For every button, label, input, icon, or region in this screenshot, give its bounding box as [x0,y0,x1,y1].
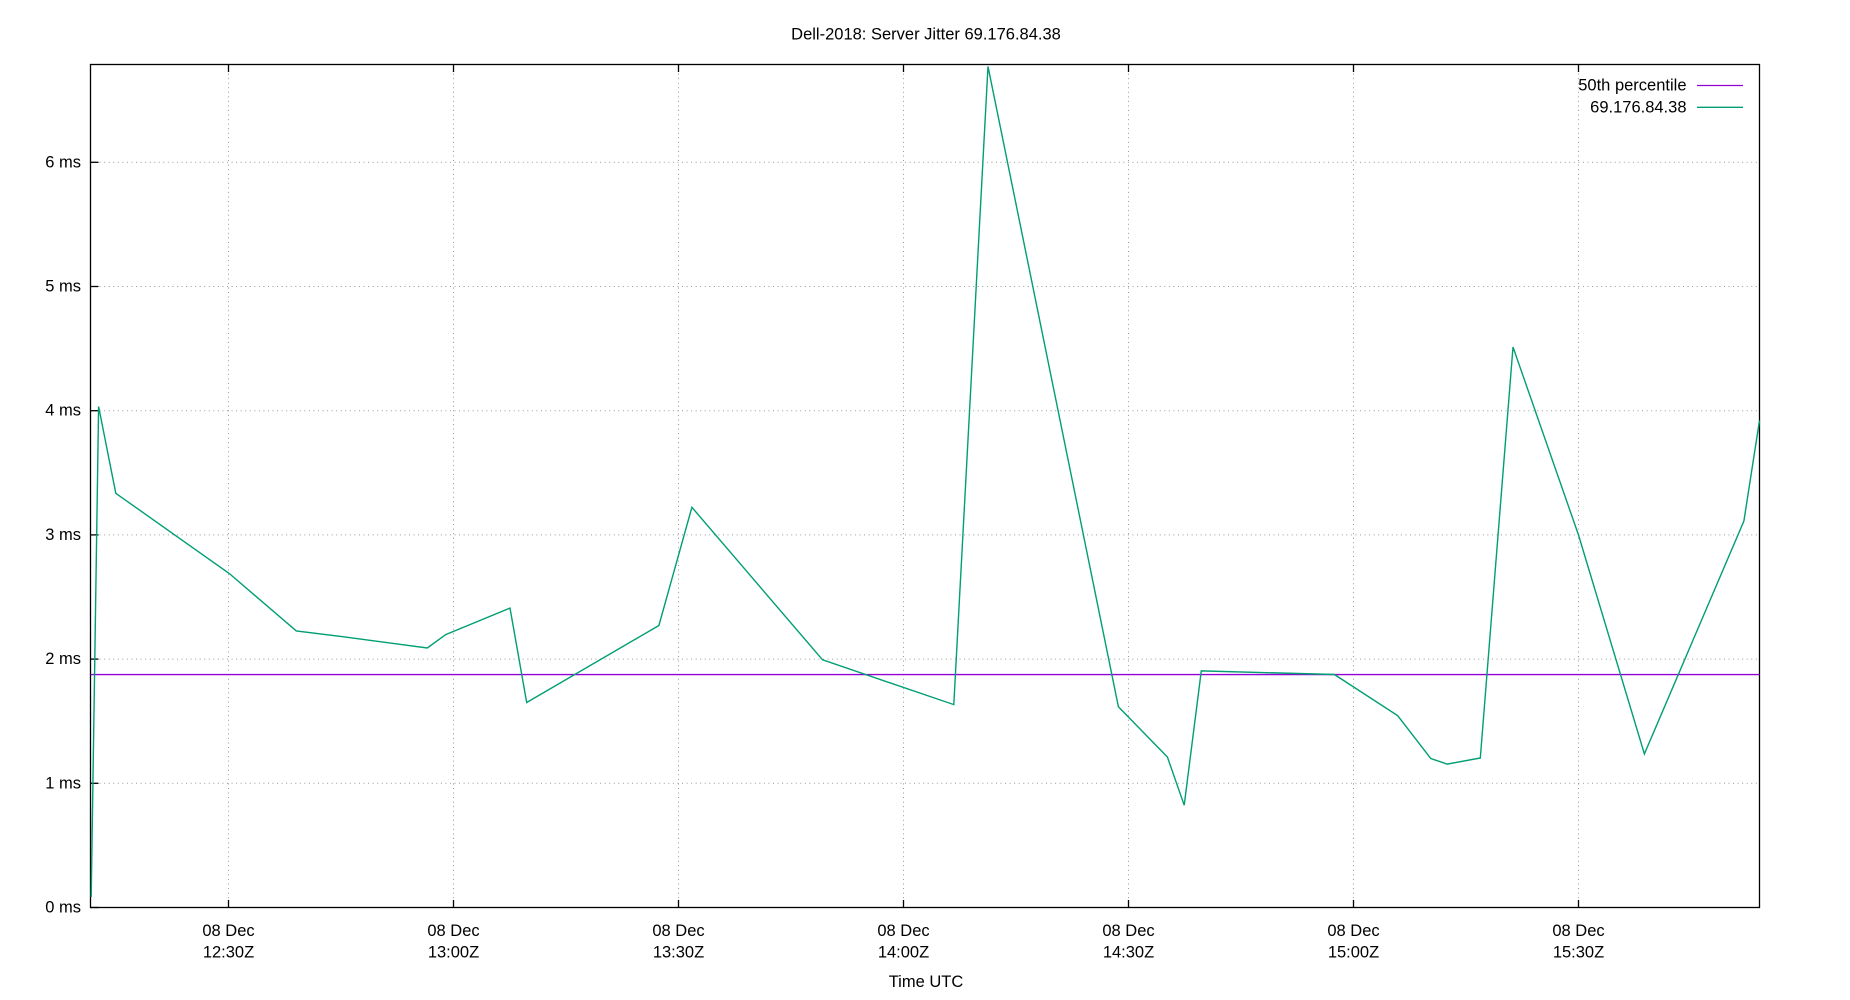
svg-text:3 ms: 3 ms [45,526,81,544]
svg-text:08 Dec: 08 Dec [202,922,254,940]
svg-text:14:30Z: 14:30Z [1103,944,1154,962]
svg-text:Time UTC: Time UTC [889,973,964,991]
svg-text:14:00Z: 14:00Z [878,944,929,962]
svg-text:13:30Z: 13:30Z [653,944,704,962]
svg-text:2 ms: 2 ms [45,650,81,668]
svg-text:4 ms: 4 ms [45,402,81,420]
svg-text:15:30Z: 15:30Z [1553,944,1604,962]
svg-text:08 Dec: 08 Dec [1327,922,1379,940]
svg-text:0 ms: 0 ms [45,899,81,917]
svg-text:08 Dec: 08 Dec [652,922,704,940]
svg-text:69.176.84.38: 69.176.84.38 [1590,98,1686,116]
svg-text:08 Dec: 08 Dec [427,922,479,940]
svg-text:08 Dec: 08 Dec [1552,922,1604,940]
svg-text:13:00Z: 13:00Z [428,944,479,962]
svg-text:12:30Z: 12:30Z [203,944,254,962]
svg-text:50th percentile: 50th percentile [1578,77,1686,95]
svg-text:5 ms: 5 ms [45,278,81,296]
svg-text:15:00Z: 15:00Z [1328,944,1379,962]
svg-text:6 ms: 6 ms [45,153,81,171]
svg-text:1 ms: 1 ms [45,774,81,792]
svg-text:Dell-2018: Server Jitter 69.17: Dell-2018: Server Jitter 69.176.84.38 [791,26,1061,44]
svg-text:08 Dec: 08 Dec [877,922,929,940]
svg-text:08 Dec: 08 Dec [1102,922,1154,940]
